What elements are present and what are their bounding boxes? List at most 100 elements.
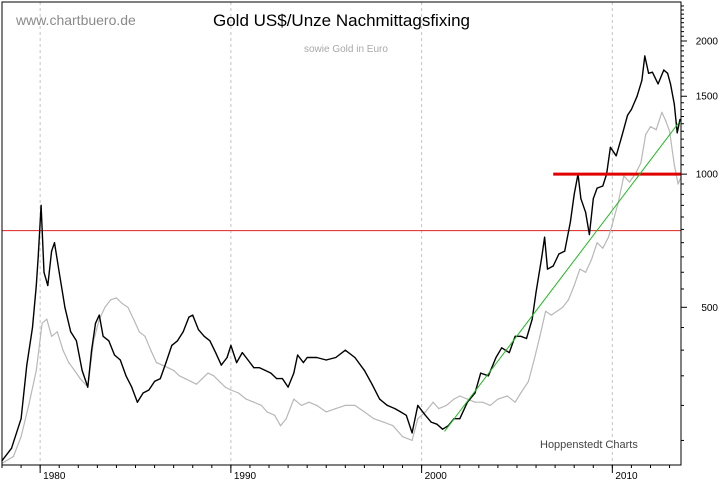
data-point-euro [623,175,625,177]
data-point-usd [64,306,66,308]
data-point-usd [552,265,554,267]
data-point-usd [182,331,184,333]
data-point-usd [679,118,681,120]
brand-watermark: www.chartbuero.de [15,12,136,28]
y-tick-label: 1500 [696,92,719,103]
data-point-usd [531,318,533,320]
data-point-usd [125,375,127,377]
series-group [1,55,682,464]
data-point-euro [161,364,163,366]
data-point-usd [58,271,60,273]
data-point-usd [241,352,243,354]
data-point-usd [602,185,604,187]
data-point-usd [108,340,110,342]
data-point-euro [466,398,468,400]
data-point-usd [306,356,308,359]
data-point-euro [325,411,327,413]
data-point-euro [363,411,365,413]
data-point-usd [544,236,546,238]
data-point-usd [81,369,83,371]
data-point-usd [667,72,669,74]
data-point-usd [411,432,413,434]
data-point-euro [260,404,262,406]
data-point-euro [539,335,541,337]
data-point-euro [497,398,499,400]
vertical-gridlines [39,2,613,465]
data-point-usd [94,322,97,324]
y-tick-label: 1000 [696,170,719,181]
data-point-usd [119,359,121,361]
data-point-usd [354,356,356,359]
data-point-euro [173,369,175,371]
data-point-euro [424,411,426,413]
data-point-euro [474,401,476,403]
data-point-usd [657,83,659,85]
data-point-usd [673,103,675,105]
data-point-usd [641,79,643,81]
data-point-euro [207,372,209,374]
data-point-euro [665,120,667,122]
data-point-usd [335,356,337,359]
data-point-euro [445,404,447,406]
data-point-euro [190,380,192,382]
data-point-usd [417,404,419,406]
data-point-euro [20,436,22,438]
data-point-euro [489,404,491,406]
data-point-usd [596,187,598,189]
data-point-usd [648,72,650,74]
data-point-euro [73,369,76,371]
data-point-euro [253,401,255,403]
trend-line [444,121,680,432]
data-point-euro [661,111,663,113]
data-point-usd [131,386,133,388]
data-point-euro [567,299,570,301]
data-point-usd [480,372,482,374]
data-point-usd [302,362,304,364]
data-point-usd [70,331,72,333]
data-point-euro [144,335,146,337]
data-point-usd [363,369,365,371]
data-point-usd [535,291,537,294]
data-point-euro [628,181,631,183]
data-point-euro [438,408,440,410]
data-point-usd [154,380,156,382]
data-point-usd [258,367,261,369]
data-point-usd [325,359,327,361]
data-point-euro [213,375,215,377]
data-point-usd [663,69,665,71]
data-point-euro [585,271,587,273]
plot-frame [1,1,682,466]
x-tick-label: 2000 [425,471,448,482]
data-point-euro [401,436,404,438]
data-point-euro [677,183,679,185]
data-point-euro [184,378,186,380]
data-point-usd [627,114,629,116]
data-point-usd [501,347,503,349]
x-axis: 1980 1990 2000 2010 [1,465,671,482]
data-point-euro [308,401,310,403]
data-point-euro [300,404,302,406]
data-point-usd [676,132,678,134]
data-point-usd [98,314,100,316]
data-point-euro [573,284,575,287]
data-point-usd [87,386,89,388]
data-point-euro [121,302,123,305]
data-point-usd [644,55,646,57]
data-point-usd [508,352,510,354]
data-point-euro [453,398,455,400]
data-point-euro [266,411,268,413]
data-point-usd [609,146,612,148]
data-point-usd [541,256,543,258]
data-point-usd [514,335,516,337]
data-point-usd [615,155,617,157]
x-tick-label: 1990 [234,471,257,482]
data-point-euro [556,310,558,312]
data-point-usd [247,359,249,361]
data-point-usd [113,354,116,356]
data-point-usd [287,386,289,388]
data-point-euro [279,425,282,427]
data-point-euro [506,395,508,397]
data-point-usd [569,221,572,223]
data-point-usd [580,198,582,200]
